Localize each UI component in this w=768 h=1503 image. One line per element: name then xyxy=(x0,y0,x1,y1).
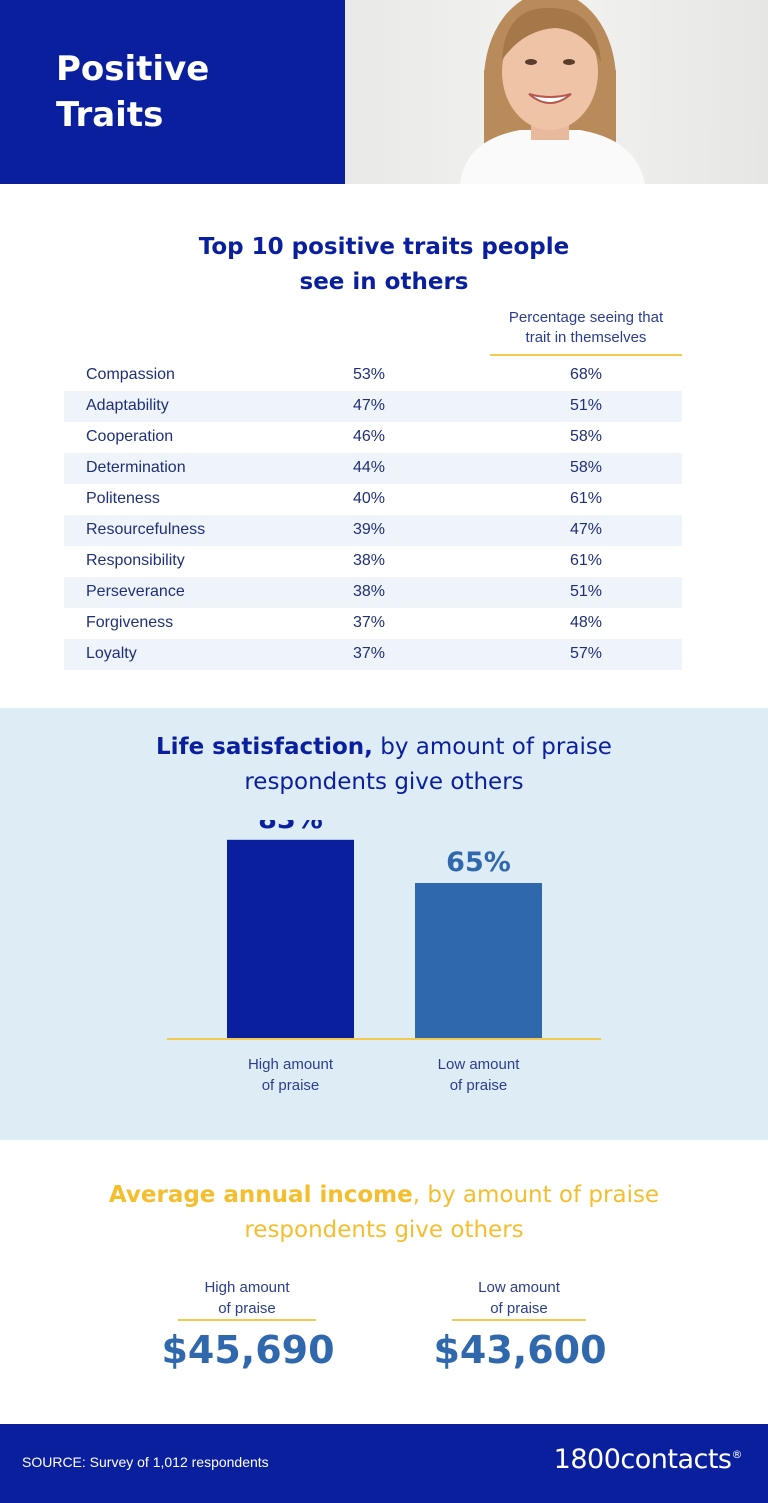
table-row: Politeness 40% 61% xyxy=(64,484,682,515)
trait-name: Responsibility xyxy=(86,552,185,569)
self-header-line2: trait in themselves xyxy=(525,329,647,346)
others-percentage: 38% xyxy=(352,583,386,600)
traits-table-title: Top 10 positive traits people see in oth… xyxy=(0,230,768,300)
table-row: Perseverance 38% 51% xyxy=(64,577,682,608)
category-label: High amount xyxy=(248,1056,334,1073)
low-praise-income-value: $43,600 xyxy=(433,1328,607,1372)
self-percentage: 61% xyxy=(569,490,603,507)
page-title-line1: Positive xyxy=(56,49,210,89)
trait-name: Adaptability xyxy=(86,397,169,414)
trait-name: Loyalty xyxy=(86,645,137,662)
life-satisfaction-band xyxy=(0,708,768,1140)
others-percentage: 40% xyxy=(352,490,386,507)
category-label: of praise xyxy=(450,1077,508,1094)
others-percentage: 44% xyxy=(352,459,386,476)
traits-title-line2: see in others xyxy=(299,269,469,295)
satisfaction-title-rest: by amount of praise xyxy=(372,734,612,760)
bar-high-praise xyxy=(227,839,354,1039)
table-row: Determination 44% 58% xyxy=(64,453,682,484)
low-praise-underline xyxy=(452,1319,586,1321)
registered-mark: ® xyxy=(731,1448,743,1461)
hero-title-panel: Positive Traits xyxy=(0,0,345,184)
others-percentage: 38% xyxy=(352,552,386,569)
high-praise-label-line1: High amount xyxy=(204,1279,290,1296)
trait-name: Determination xyxy=(86,459,186,476)
high-praise-label-line2: of praise xyxy=(218,1300,276,1317)
income-title-line2: respondents give others xyxy=(244,1217,524,1243)
low-praise-label-line1: Low amount xyxy=(478,1279,560,1296)
others-percentage: 46% xyxy=(352,428,386,445)
self-percentage: 58% xyxy=(569,428,603,445)
low-praise-label-line2: of praise xyxy=(490,1300,548,1317)
table-row: Loyalty 37% 57% xyxy=(64,639,682,670)
self-percentage: 51% xyxy=(569,583,603,600)
trait-name: Politeness xyxy=(86,490,160,507)
self-percentage: 47% xyxy=(569,521,603,538)
income-title: Average annual income, by amount of prai… xyxy=(0,1178,768,1248)
hero-photo xyxy=(345,0,768,184)
life-satisfaction-title: Life satisfaction, by amount of praise r… xyxy=(0,730,768,800)
bar-value-label: 65% xyxy=(446,847,511,878)
income-title-rest: , by amount of praise xyxy=(412,1182,660,1208)
income-title-bold: Average annual income xyxy=(108,1182,413,1208)
satisfaction-title-bold: Life satisfaction, xyxy=(156,734,373,760)
table-row: Cooperation 46% 58% xyxy=(64,422,682,453)
self-percentage: 48% xyxy=(569,614,603,631)
others-percentage: 37% xyxy=(352,645,386,662)
trait-name: Perseverance xyxy=(86,583,185,600)
others-percentage: 47% xyxy=(352,397,386,414)
trait-name: Cooperation xyxy=(86,428,174,445)
others-percentage: 39% xyxy=(352,521,386,538)
traits-title-line1: Top 10 positive traits people xyxy=(198,234,570,260)
hero-banner: Positive Traits xyxy=(0,0,768,184)
self-header-line1: Percentage seeing that xyxy=(508,309,664,326)
self-percentage: 51% xyxy=(569,397,603,414)
footer: SOURCE: Survey of 1,012 respondents 1800… xyxy=(0,1424,768,1503)
table-row: Compassion 53% 68% xyxy=(64,360,682,391)
life-satisfaction-chart: 83% High amount of praise 65% Low amount of p… xyxy=(167,820,601,1094)
table-row: Adaptability 47% 51% xyxy=(64,391,682,422)
table-row: Responsibility 38% 61% xyxy=(64,546,682,577)
smiling-woman-illustration xyxy=(460,0,645,184)
self-percentage: 61% xyxy=(569,552,603,569)
high-praise-income-value: $45,690 xyxy=(161,1328,335,1372)
self-percentage: 58% xyxy=(569,459,603,476)
satisfaction-title-line2: respondents give others xyxy=(244,769,524,795)
category-label: of praise xyxy=(262,1077,320,1094)
table-row: Forgiveness 37% 48% xyxy=(64,608,682,639)
page-title: Positive Traits xyxy=(56,46,209,138)
low-praise-label: Low amount of praise xyxy=(429,1277,609,1319)
source-note: SOURCE: Survey of 1,012 respondents xyxy=(22,1454,269,1470)
self-percentage-header: Percentage seeing that trait in themselv… xyxy=(490,308,682,348)
high-praise-label: High amount of praise xyxy=(157,1277,337,1319)
bar-low-praise xyxy=(415,883,542,1039)
self-percentage: 68% xyxy=(569,366,603,383)
others-percentage: 37% xyxy=(352,614,386,631)
high-praise-underline xyxy=(178,1319,316,1321)
page-title-line2: Traits xyxy=(56,95,164,135)
trait-name: Forgiveness xyxy=(86,614,174,631)
trait-name: Compassion xyxy=(86,366,175,383)
self-percentage: 57% xyxy=(569,645,603,662)
category-label: Low amount xyxy=(438,1056,521,1073)
trait-name: Resourcefulness xyxy=(86,521,206,538)
others-percentage: 53% xyxy=(352,366,386,383)
bar-value-label: 83% xyxy=(258,820,323,835)
brand-logo: 1800contacts® xyxy=(553,1444,743,1475)
table-row: Resourcefulness 39% 47% xyxy=(64,515,682,546)
header-underline xyxy=(490,354,682,356)
brand-logo-text: 1800contacts xyxy=(553,1444,732,1475)
